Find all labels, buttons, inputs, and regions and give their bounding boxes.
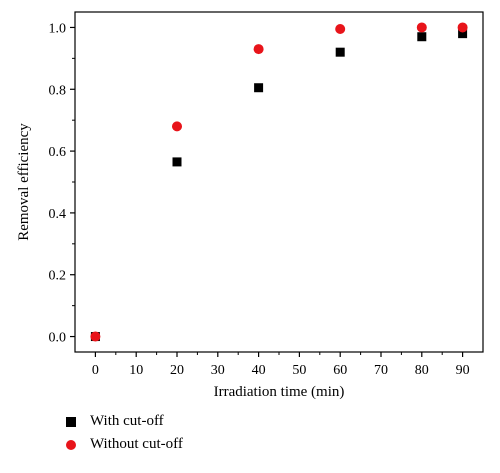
data-point-without-cut-off bbox=[416, 22, 427, 33]
x-tick-label: 80 bbox=[415, 363, 429, 378]
x-tick-label: 60 bbox=[333, 363, 347, 378]
legend-square-marker bbox=[66, 416, 76, 427]
data-marks bbox=[90, 22, 468, 342]
data-point-without-cut-off bbox=[253, 44, 264, 55]
x-tick-label: 30 bbox=[211, 363, 225, 378]
data-point-with-cut-off bbox=[172, 157, 182, 167]
data-point-without-cut-off bbox=[90, 331, 101, 342]
data-point-with-cut-off bbox=[254, 83, 264, 93]
legend-item-with-cut-off: With cut-off bbox=[66, 410, 183, 433]
data-point-without-cut-off bbox=[457, 22, 468, 33]
data-point-without-cut-off bbox=[335, 24, 346, 34]
legend: With cut-off Without cut-off bbox=[66, 410, 183, 456]
x-axis-ticks: 0 10 20 30 40 50 60 70 80 90 bbox=[92, 352, 470, 378]
y-axis-ticks: 0.0 0.2 0.4 0.6 0.8 1.0 bbox=[49, 21, 75, 346]
x-tick-label: 20 bbox=[170, 363, 184, 378]
data-point-with-cut-off bbox=[417, 32, 427, 42]
data-point-with-cut-off bbox=[335, 47, 345, 57]
x-axis-label: Irradiation time (min) bbox=[214, 384, 345, 400]
x-tick-label: 0 bbox=[92, 363, 99, 378]
y-tick-label: 1.0 bbox=[49, 21, 67, 36]
legend-label-without-cut-off: Without cut-off bbox=[90, 436, 183, 452]
legend-circle-marker bbox=[66, 439, 76, 450]
x-tick-label: 40 bbox=[252, 363, 266, 378]
plot-frame bbox=[74, 11, 484, 353]
y-tick-label: 0.4 bbox=[49, 207, 67, 222]
data-point-without-cut-off bbox=[172, 121, 182, 132]
y-tick-label: 0.2 bbox=[49, 269, 67, 284]
y-tick-label: 0.6 bbox=[49, 145, 67, 160]
legend-label-with-cut-off: With cut-off bbox=[90, 413, 164, 429]
x-tick-label: 90 bbox=[456, 363, 470, 378]
y-axis-label: Removal efficiency bbox=[16, 123, 32, 241]
x-tick-label: 50 bbox=[292, 363, 306, 378]
y-tick-label: 0.0 bbox=[49, 331, 67, 346]
x-tick-label: 10 bbox=[129, 363, 143, 378]
legend-item-without-cut-off: Without cut-off bbox=[66, 433, 183, 456]
data-point-with-cut-off bbox=[458, 29, 468, 39]
x-tick-label: 70 bbox=[374, 363, 388, 378]
y-tick-label: 0.8 bbox=[49, 83, 67, 98]
